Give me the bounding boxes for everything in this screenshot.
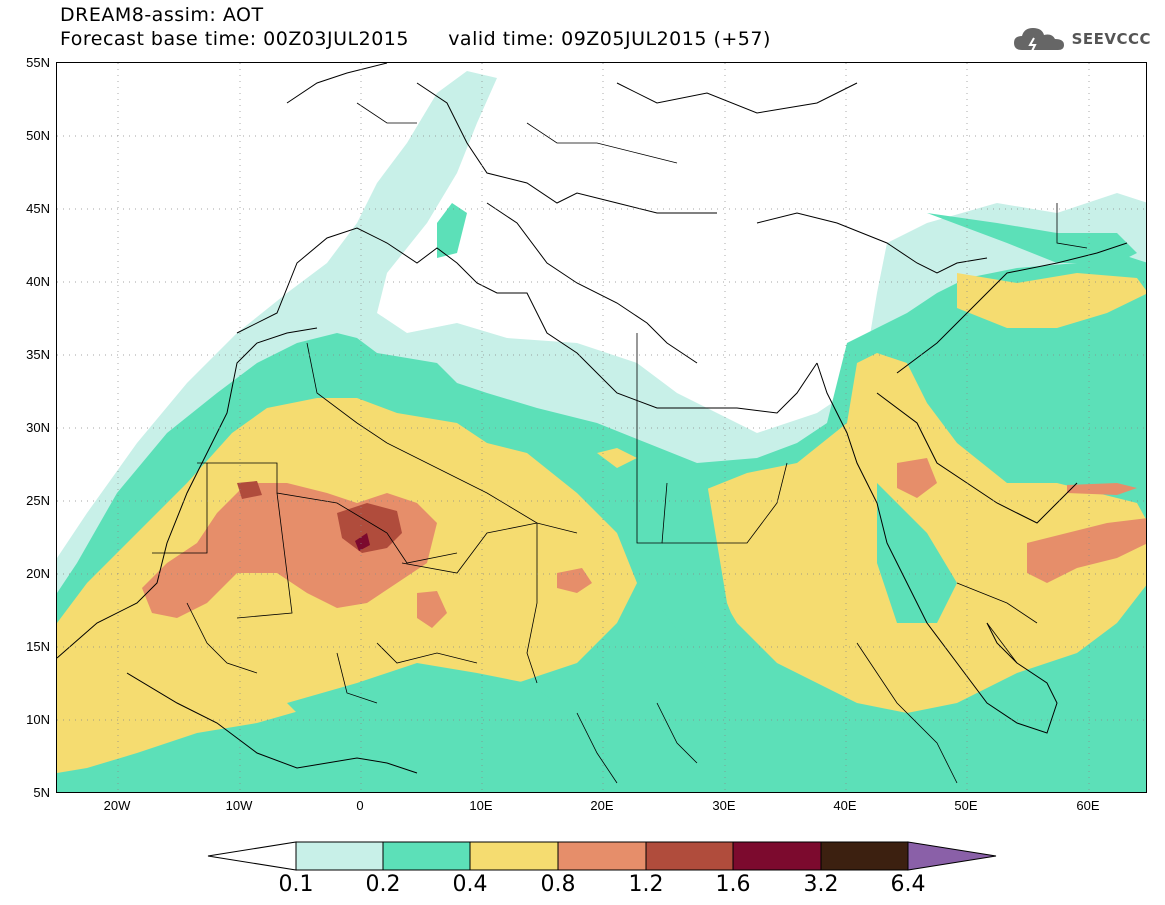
colorbar-swatch-0.4 — [469, 841, 559, 871]
colorbar — [207, 841, 997, 871]
aot-map-canvas — [57, 63, 1146, 792]
lat-label-55n: 55N — [26, 55, 50, 70]
colorbar-label-0.8: 0.8 — [540, 872, 576, 897]
map-title: DREAM8-assim: AOT — [60, 4, 264, 26]
lat-label-40n: 40N — [26, 274, 50, 289]
lon-label-40e: 40E — [833, 798, 857, 813]
lon-label-10w: 10W — [225, 798, 253, 813]
lat-label-15n: 15N — [26, 639, 50, 654]
lon-label-60e: 60E — [1076, 798, 1100, 813]
contour-1.6 — [355, 533, 370, 551]
colorbar-swatch-1.6 — [732, 841, 822, 871]
lon-label-20e: 20E — [590, 798, 614, 813]
colorbar-over-arrow — [907, 841, 997, 871]
forecast-time-line: Forecast base time: 00Z03JUL2015 valid t… — [60, 28, 771, 50]
colorbar-label-0.1: 0.1 — [278, 872, 314, 897]
colorbar-label-6.4: 6.4 — [890, 872, 926, 897]
colorbar-swatch-1.2 — [645, 841, 734, 871]
logo-text: SEEVCCC — [1071, 30, 1151, 48]
lon-label-0: 0 — [356, 798, 364, 813]
lon-label-10e: 10E — [469, 798, 493, 813]
colorbar-label-0.4: 0.4 — [452, 872, 488, 897]
colorbar-swatch-3.2 — [820, 841, 909, 871]
lat-label-35n: 35N — [26, 347, 50, 362]
lat-label-5n: 5N — [33, 785, 50, 800]
colorbar-under-arrow — [207, 841, 297, 871]
colorbar-swatch-0.2 — [382, 841, 471, 871]
colorbar-label-1.2: 1.2 — [628, 872, 664, 897]
contour-1.2 — [237, 481, 402, 553]
lon-label-30e: 30E — [712, 798, 736, 813]
contour-0.2-inner — [287, 473, 957, 733]
lon-label-20w: 20W — [103, 798, 131, 813]
cloud-logo-icon — [1013, 28, 1064, 52]
lon-label-50e: 50E — [954, 798, 978, 813]
lat-label-20n: 20N — [26, 566, 50, 581]
colorbar-swatch-0.1 — [295, 841, 384, 871]
lat-label-50n: 50N — [26, 128, 50, 143]
seevccc-logo: SEEVCCC — [1012, 24, 1151, 54]
colorbar-label-1.6: 1.6 — [715, 872, 751, 897]
country-borders — [152, 102, 1088, 784]
lat-label-30n: 30N — [26, 420, 50, 435]
colorbar-swatch-0.8 — [557, 841, 647, 871]
aot-map — [56, 62, 1147, 793]
colorbar-label-3.2: 3.2 — [803, 872, 839, 897]
coastlines — [57, 63, 1128, 774]
lat-label-10n: 10N — [26, 712, 50, 727]
colorbar-label-0.2: 0.2 — [365, 872, 401, 897]
lat-label-45n: 45N — [26, 201, 50, 216]
lat-label-25n: 25N — [26, 493, 50, 508]
